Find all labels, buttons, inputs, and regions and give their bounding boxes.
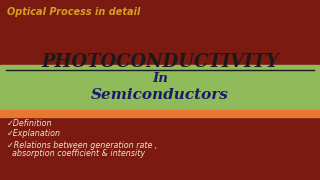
Text: absorption coefficient & intensity: absorption coefficient & intensity [7,150,145,159]
Text: Optical Process in detail: Optical Process in detail [7,7,140,17]
Text: ✓Relations between generation rate ,: ✓Relations between generation rate , [7,141,157,150]
Bar [0,110,320,117]
Bar [0,65,320,112]
Text: ✓Definition: ✓Definition [7,118,52,127]
Text: In: In [152,71,168,84]
Text: PHOTOCONDUCTIVITY: PHOTOCONDUCTIVITY [41,53,279,71]
Text: ✓Explanation: ✓Explanation [7,129,61,138]
Text: Semiconductors: Semiconductors [91,88,229,102]
